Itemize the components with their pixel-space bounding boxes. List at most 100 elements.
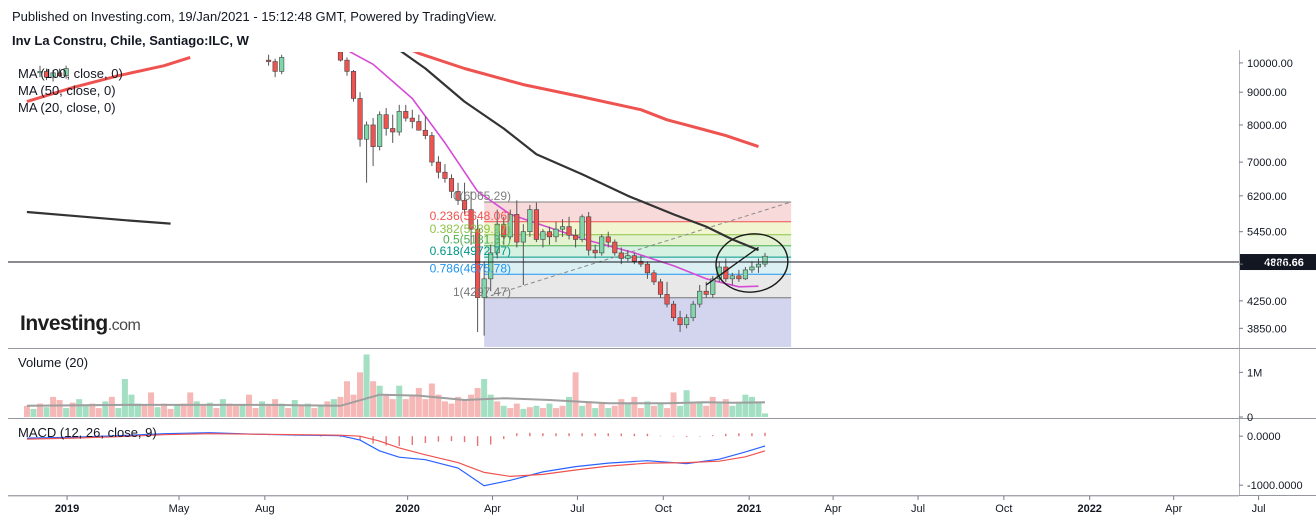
volume-bar-up xyxy=(76,399,83,417)
candle-down xyxy=(455,191,461,201)
volume-bar-down xyxy=(585,401,592,417)
candle-down xyxy=(383,114,389,129)
candle-down xyxy=(501,223,507,238)
time-tick-label: Jul xyxy=(1252,503,1266,515)
price-tick-label: 10000.00 xyxy=(1247,58,1293,70)
volume-bar-down xyxy=(435,394,442,417)
candle-down xyxy=(43,71,50,78)
candle-up xyxy=(553,228,559,238)
published-caption: Published on Investing.com, 19/Jan/2021 … xyxy=(12,9,497,24)
candle-up xyxy=(684,317,690,326)
macd-legend[interactable]: MACD (12, 26, close, 9) xyxy=(18,425,157,440)
last-price-badge xyxy=(1240,254,1316,271)
candle-down xyxy=(409,117,415,122)
volume-bar-up xyxy=(605,408,612,417)
macd-macd-line xyxy=(26,432,766,487)
volume-bar-down xyxy=(337,396,344,417)
time-tick-label: Jul xyxy=(570,503,584,515)
volume-bar-down xyxy=(598,403,605,417)
volume-tick-label: 1M xyxy=(1247,367,1262,379)
logo-suffix: .com xyxy=(107,317,141,334)
volume-bar-down xyxy=(56,400,63,417)
candle-down xyxy=(357,98,363,140)
fib-zone-3 xyxy=(484,245,792,258)
volume-bar-down xyxy=(213,408,220,417)
price-tick-label: 4850.00 xyxy=(1247,259,1287,271)
candle-down xyxy=(657,281,664,295)
volume-tick-label: 0 xyxy=(1247,412,1253,424)
time-tick-label: 2021 xyxy=(737,503,761,515)
volume-bar-down xyxy=(350,394,357,417)
volume-bar-up xyxy=(259,401,266,417)
volume-bar-up xyxy=(481,379,488,417)
ma50-legend[interactable]: MA (50, close, 0) xyxy=(18,83,116,98)
fib-label-0: 0(6065.29) xyxy=(453,189,511,203)
candle-down xyxy=(638,260,644,265)
volume-bar-up xyxy=(592,408,599,417)
volume-bar-down xyxy=(311,408,318,417)
volume-bar-down xyxy=(552,408,559,417)
candle-up xyxy=(279,57,285,72)
hand-trend-line xyxy=(705,246,759,286)
time-tick-label: Apr xyxy=(825,503,842,515)
candle-up xyxy=(690,303,696,319)
volume-bar-down xyxy=(441,401,448,417)
candle-up xyxy=(364,124,370,140)
volume-bar-down xyxy=(69,402,76,417)
volume-bar-down xyxy=(507,408,514,417)
logo-main: Investing xyxy=(20,312,108,335)
volume-bar-down xyxy=(370,381,377,417)
candle-up xyxy=(481,278,487,298)
volume-bar-up xyxy=(278,403,285,417)
volume-bar-down xyxy=(383,394,390,417)
volume-bar-down xyxy=(161,403,168,417)
candle-up xyxy=(507,214,513,238)
volume-bar-up xyxy=(291,400,298,417)
ma100-legend[interactable]: MA (100, close, 0) xyxy=(18,66,123,81)
volume-bar-up xyxy=(115,408,122,417)
candle-down xyxy=(723,266,729,280)
candle-up xyxy=(540,231,546,240)
volume-bar-up xyxy=(121,379,128,417)
candle-up xyxy=(729,275,735,280)
candle-down xyxy=(644,263,650,274)
volume-bar-down xyxy=(167,408,174,417)
candle-down xyxy=(703,290,709,295)
time-tick-label: Oct xyxy=(995,503,1012,515)
price-tick-label: 6200.00 xyxy=(1247,191,1287,203)
volume-bar-down xyxy=(180,403,187,417)
time-tick-label: 2019 xyxy=(55,503,79,515)
time-tick-label: Oct xyxy=(655,503,672,515)
fib-label-1: 0.236(5648.06) xyxy=(430,209,511,223)
volume-bar-down xyxy=(23,405,30,417)
volume-bar-down xyxy=(409,394,416,417)
volume-bar-down xyxy=(89,403,96,417)
volume-bar-down xyxy=(226,403,233,417)
volume-legend[interactable]: Volume (20) xyxy=(18,355,89,370)
candle-up xyxy=(377,114,383,147)
candle-up xyxy=(697,290,703,305)
candle-up xyxy=(50,72,56,78)
macd-tick-label: -1000.0000 xyxy=(1247,480,1303,492)
ma20-legend[interactable]: MA (20, close, 0) xyxy=(18,100,116,115)
candle-down xyxy=(664,294,670,305)
price-tick-label: 7000.00 xyxy=(1247,157,1287,169)
candle-up xyxy=(755,263,762,268)
candle-down xyxy=(475,228,481,298)
volume-bar-up xyxy=(82,405,89,417)
last-price-label: 4886.66 xyxy=(1264,257,1304,269)
volume-bar-down xyxy=(265,405,272,417)
price-tick-label: 8000.00 xyxy=(1247,120,1287,132)
candle-up xyxy=(579,216,585,240)
candle-up xyxy=(599,236,605,254)
time-tick-label: 2022 xyxy=(1077,503,1101,515)
volume-bar-up xyxy=(748,396,755,417)
ma100-line-segment-0 xyxy=(26,55,191,104)
candle-down xyxy=(631,255,637,262)
candle-down xyxy=(429,135,435,163)
volume-bar-down xyxy=(50,396,57,417)
volume-bar-down xyxy=(539,408,546,417)
fib-label-5: 0.786(4675.78) xyxy=(430,261,511,275)
volume-bar-up xyxy=(696,401,703,417)
